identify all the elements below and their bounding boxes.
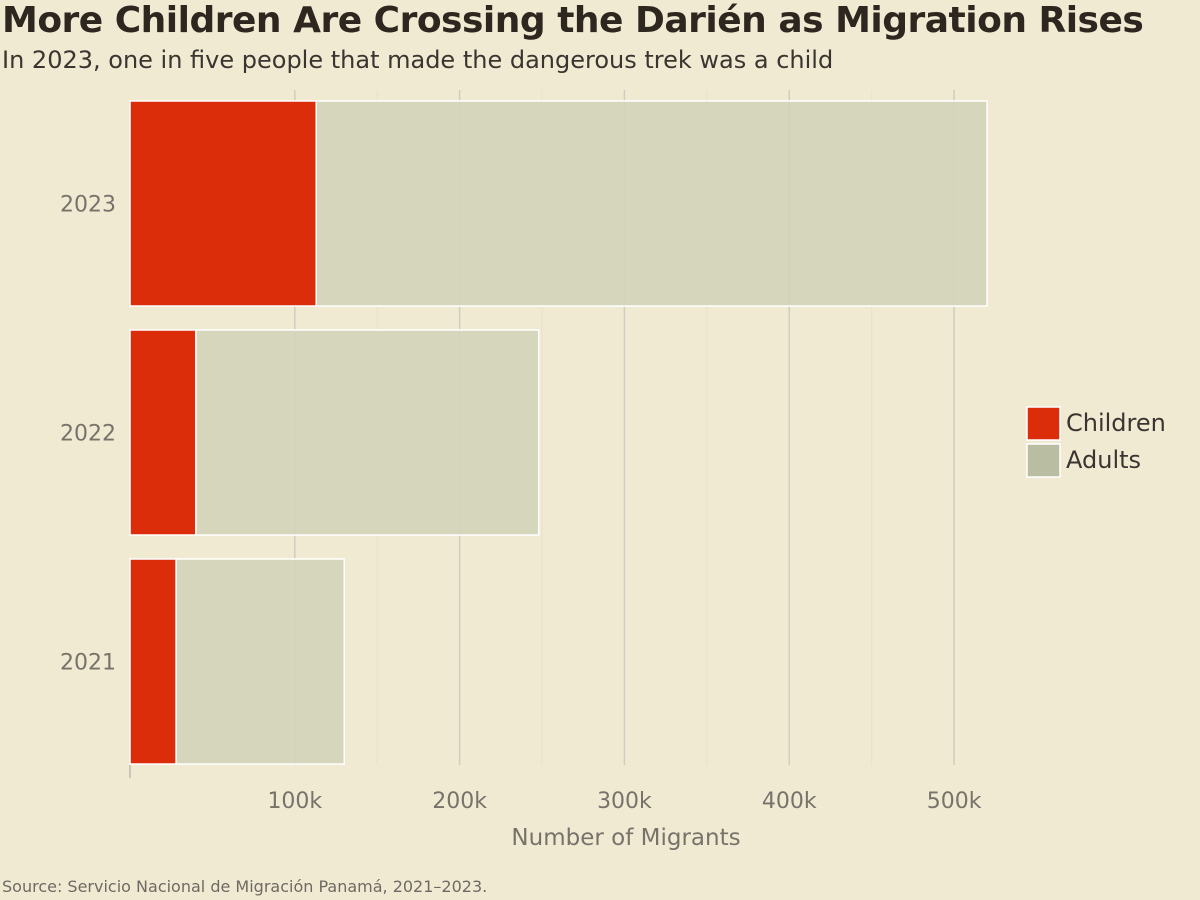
- chart-title: More Children Are Crossing the Darién as…: [2, 0, 1144, 41]
- y-tick-label: 2022: [60, 422, 116, 447]
- bar-adults-2022: [195, 329, 540, 536]
- legend-swatch-children: [1026, 406, 1061, 441]
- bar-children-2021: [129, 558, 177, 765]
- x-tick-label: 200k: [432, 789, 487, 814]
- bar-adults-2023: [315, 100, 988, 307]
- legend-label-children: Children: [1066, 409, 1166, 437]
- x-tick-label: 500k: [927, 789, 982, 814]
- y-tick-label: 2021: [60, 651, 116, 676]
- bars: [129, 100, 988, 765]
- x-axis-title: Number of Migrants: [511, 825, 740, 851]
- legend-swatch-adults: [1026, 443, 1061, 478]
- x-tick-label: 400k: [762, 789, 817, 814]
- bar-children-2022: [129, 329, 197, 536]
- source-note: Source: Servicio Nacional de Migración P…: [2, 877, 488, 896]
- x-tick-label: 100k: [267, 789, 322, 814]
- legend-label-adults: Adults: [1066, 446, 1141, 474]
- x-tick-label: 300k: [597, 789, 652, 814]
- legend: Children Adults: [1026, 406, 1166, 478]
- bar-adults-2021: [175, 558, 346, 765]
- bar-children-2023: [129, 100, 317, 307]
- y-tick-label: 2023: [60, 193, 116, 218]
- axes: Number of Migrants 100k 200k 300k 400k 500k 2…: [60, 193, 982, 852]
- chart-subtitle: In 2023, one in five people that made th…: [2, 46, 834, 74]
